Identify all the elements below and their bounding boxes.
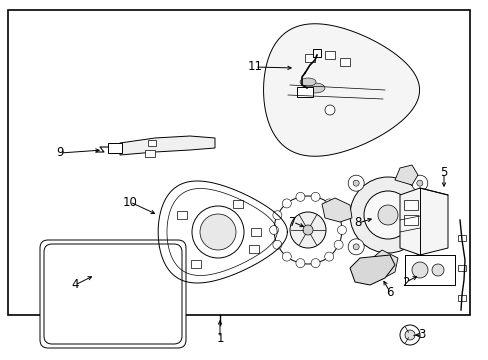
Bar (232, 199, 243, 208)
Circle shape (295, 258, 305, 267)
Text: 3: 3 (417, 328, 425, 342)
Polygon shape (305, 83, 325, 93)
Bar (339, 58, 349, 66)
Text: 6: 6 (386, 285, 393, 298)
Circle shape (324, 252, 333, 261)
Bar (250, 228, 261, 236)
Circle shape (347, 175, 364, 191)
Text: 11: 11 (247, 60, 262, 73)
Bar (148, 140, 156, 146)
Circle shape (404, 330, 414, 340)
Bar (176, 211, 186, 219)
Bar (8, 10, 469, 315)
Text: 2: 2 (402, 275, 409, 288)
Bar (403, 215, 417, 225)
Circle shape (310, 192, 320, 201)
Polygon shape (349, 255, 394, 285)
Circle shape (324, 199, 333, 208)
Bar (457, 265, 465, 271)
Circle shape (272, 240, 281, 249)
Polygon shape (321, 198, 351, 222)
Bar (249, 245, 259, 253)
Circle shape (333, 211, 343, 220)
Circle shape (272, 211, 281, 220)
Polygon shape (367, 250, 397, 280)
Circle shape (273, 196, 341, 264)
Circle shape (347, 239, 364, 255)
Polygon shape (120, 136, 215, 155)
Bar (404, 255, 454, 285)
Circle shape (416, 244, 422, 250)
Circle shape (325, 105, 334, 115)
Bar (145, 150, 155, 157)
Circle shape (295, 192, 305, 201)
Circle shape (333, 240, 343, 249)
Polygon shape (399, 188, 447, 255)
Bar (403, 200, 417, 210)
Text: 9: 9 (56, 147, 63, 159)
Circle shape (269, 225, 278, 234)
Circle shape (399, 325, 419, 345)
Circle shape (200, 214, 236, 250)
Bar (108, 143, 122, 153)
Bar (296, 87, 312, 97)
Text: 7: 7 (289, 216, 296, 229)
Circle shape (377, 205, 397, 225)
Text: 10: 10 (122, 195, 137, 208)
Bar (305, 54, 314, 62)
Circle shape (282, 252, 291, 261)
Bar (325, 51, 334, 59)
FancyBboxPatch shape (40, 240, 185, 348)
Text: 8: 8 (354, 216, 361, 230)
Bar (457, 235, 465, 241)
Bar (190, 260, 200, 268)
Text: 5: 5 (439, 166, 447, 180)
Circle shape (282, 199, 291, 208)
Circle shape (411, 175, 427, 191)
Polygon shape (300, 78, 315, 86)
Circle shape (303, 225, 312, 235)
Circle shape (411, 262, 427, 278)
Circle shape (352, 244, 359, 250)
Circle shape (352, 180, 359, 186)
Bar (312, 49, 320, 57)
Polygon shape (263, 24, 419, 156)
Polygon shape (423, 208, 444, 230)
Circle shape (192, 206, 244, 258)
Circle shape (310, 258, 320, 267)
Circle shape (363, 191, 411, 239)
Circle shape (337, 225, 346, 234)
Circle shape (289, 212, 325, 248)
Circle shape (411, 239, 427, 255)
Circle shape (416, 180, 422, 186)
Polygon shape (394, 165, 417, 185)
Text: 4: 4 (71, 279, 79, 292)
Bar (457, 295, 465, 301)
Text: 1: 1 (216, 332, 224, 345)
FancyBboxPatch shape (44, 244, 182, 344)
Circle shape (349, 177, 425, 253)
Circle shape (431, 264, 443, 276)
